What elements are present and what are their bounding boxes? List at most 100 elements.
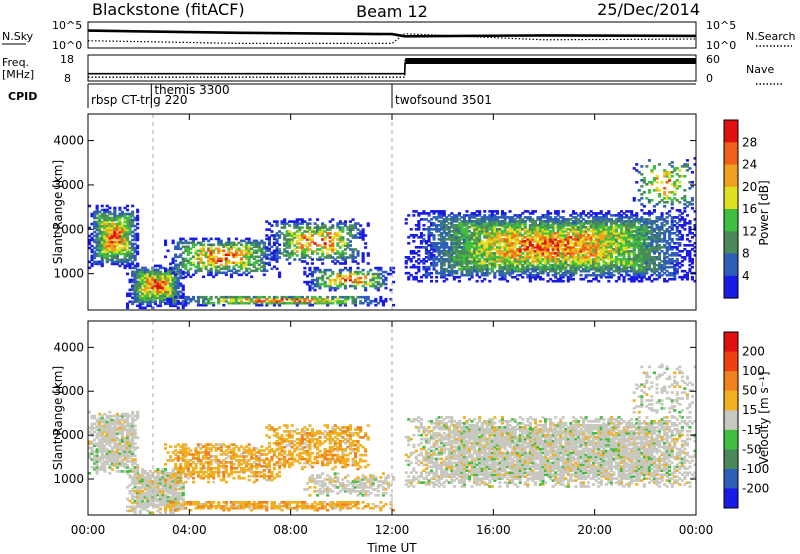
heatmap-cell xyxy=(133,270,137,274)
heatmap-cell xyxy=(680,236,684,239)
heatmap-cell xyxy=(503,232,507,235)
heatmap-cell xyxy=(650,212,654,215)
heatmap-cell xyxy=(589,265,593,269)
heatmap-cell xyxy=(376,272,380,276)
heatmap-cell xyxy=(460,246,464,249)
heatmap-cell xyxy=(128,266,132,270)
heatmap-cell xyxy=(374,297,378,301)
heatmap-cell xyxy=(528,250,532,253)
heatmap-cell xyxy=(493,260,497,263)
heatmap-cell xyxy=(475,273,479,277)
heatmap-cell xyxy=(308,236,312,239)
heatmap-cell xyxy=(569,252,573,255)
heatmap-cell xyxy=(300,234,304,237)
heatmap-cell xyxy=(179,295,183,299)
heatmap-cell xyxy=(480,250,484,253)
heatmap-cell xyxy=(194,243,198,247)
heatmap-cell xyxy=(103,248,107,252)
heatmap-cell xyxy=(105,236,109,240)
heatmap-cell xyxy=(348,276,352,280)
heatmap-cell xyxy=(260,265,264,269)
heatmap-cell xyxy=(316,226,320,229)
heatmap-cell xyxy=(594,216,598,219)
heatmap-cell xyxy=(153,290,157,294)
heatmap-cell xyxy=(427,240,431,243)
heatmap-cell xyxy=(128,288,132,292)
heatmap-cell xyxy=(174,302,178,306)
heatmap-cell xyxy=(450,244,454,247)
heatmap-cell xyxy=(462,262,466,265)
heatmap-cell xyxy=(538,275,542,279)
heatmap-cell xyxy=(574,244,578,247)
heatmap-cell xyxy=(214,259,218,263)
heatmap-cell xyxy=(222,303,226,307)
heatmap-cell xyxy=(308,266,312,270)
heatmap-cell xyxy=(571,252,575,255)
heatmap-cell xyxy=(630,232,634,235)
heatmap-cell xyxy=(508,252,512,255)
heatmap-cell xyxy=(331,256,335,259)
heatmap-cell xyxy=(158,266,162,270)
heatmap-cell xyxy=(343,222,347,225)
heatmap-cell xyxy=(285,250,289,253)
heatmap-cell xyxy=(98,228,102,232)
heatmap-cell xyxy=(665,252,669,255)
heatmap-cell xyxy=(103,208,107,212)
heatmap-cell xyxy=(685,250,689,253)
heatmap-cell xyxy=(480,254,484,257)
heatmap-cell xyxy=(549,238,553,241)
heatmap-cell xyxy=(181,265,185,269)
heatmap-cell xyxy=(227,265,231,269)
heatmap-cell xyxy=(673,242,677,245)
heatmap-cell xyxy=(381,303,385,307)
heatmap-cell xyxy=(637,236,641,239)
heatmap-cell xyxy=(95,234,99,238)
heatmap-cell xyxy=(151,296,155,300)
heatmap-cell xyxy=(488,236,492,239)
heatmap-cell xyxy=(136,218,140,222)
heatmap-cell xyxy=(300,226,304,229)
heatmap-cell xyxy=(488,240,492,243)
heatmap-cell xyxy=(642,222,646,225)
heatmap-cell xyxy=(341,295,345,299)
heatmap-cell xyxy=(232,243,236,247)
heatmap-cell xyxy=(120,262,124,266)
plot-title-left: Blackstone (fitACF) xyxy=(92,0,245,19)
heatmap-cell xyxy=(544,228,548,231)
heatmap-cell xyxy=(98,222,102,226)
heatmap-cell xyxy=(554,248,558,251)
heatmap-cell xyxy=(184,299,188,303)
heatmap-cell xyxy=(485,228,489,231)
heatmap-cell xyxy=(655,273,659,277)
heatmap-cell xyxy=(614,240,618,243)
heatmap-cell xyxy=(366,282,370,286)
heatmap-cell xyxy=(138,298,142,302)
heatmap-cell xyxy=(361,284,365,288)
heatmap-cell xyxy=(455,248,459,251)
heatmap-cell xyxy=(503,220,507,223)
heatmap-cell xyxy=(637,220,641,223)
heatmap-cell xyxy=(561,240,565,243)
heatmap-cell xyxy=(435,210,439,213)
heatmap-cell xyxy=(559,224,563,227)
heatmap-cell xyxy=(483,226,487,229)
heatmap-cell xyxy=(305,228,309,231)
heatmap-cell xyxy=(650,269,654,273)
heatmap-cell xyxy=(457,236,461,239)
heatmap-cell xyxy=(153,272,157,276)
heatmap-cell xyxy=(169,278,173,282)
heatmap-cell xyxy=(538,234,542,237)
heatmap-cell xyxy=(440,250,444,253)
noise-left-label: N.Sky xyxy=(2,30,34,43)
heatmap-cell xyxy=(554,262,558,265)
heatmap-cell xyxy=(655,232,659,235)
heatmap-cell xyxy=(579,236,583,239)
heatmap-cell xyxy=(308,248,312,251)
heatmap-cell xyxy=(500,224,504,227)
heatmap-cell xyxy=(181,306,185,310)
heatmap-cell xyxy=(645,222,649,225)
heatmap-cell xyxy=(622,260,626,263)
heatmap-cell xyxy=(128,300,132,304)
heatmap-cell xyxy=(523,230,527,233)
heatmap-cell xyxy=(521,228,525,231)
